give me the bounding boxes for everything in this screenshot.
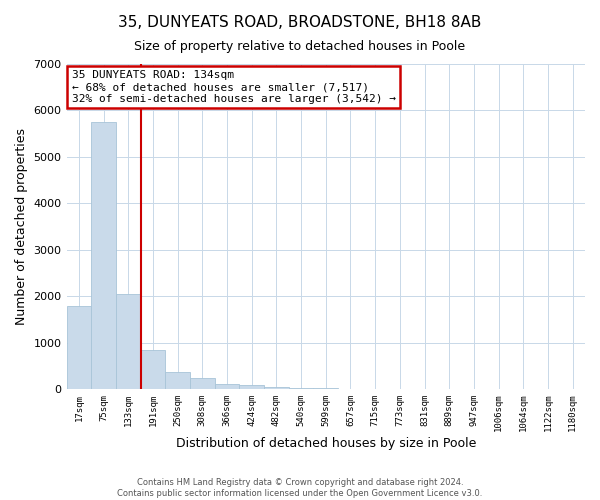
Bar [116,294,140,389]
Bar [289,388,313,389]
Text: 35, DUNYEATS ROAD, BROADSTONE, BH18 8AB: 35, DUNYEATS ROAD, BROADSTONE, BH18 8AB [118,15,482,30]
Bar [165,372,190,389]
Text: Size of property relative to detached houses in Poole: Size of property relative to detached ho… [134,40,466,53]
Y-axis label: Number of detached properties: Number of detached properties [15,128,28,325]
X-axis label: Distribution of detached houses by size in Poole: Distribution of detached houses by size … [176,437,476,450]
Bar [91,122,116,389]
Bar [215,384,239,389]
Text: 35 DUNYEATS ROAD: 134sqm
← 68% of detached houses are smaller (7,517)
32% of sem: 35 DUNYEATS ROAD: 134sqm ← 68% of detach… [72,70,396,104]
Bar [67,306,91,389]
Bar [140,350,165,389]
Text: Contains HM Land Registry data © Crown copyright and database right 2024.
Contai: Contains HM Land Registry data © Crown c… [118,478,482,498]
Bar [264,388,289,389]
Bar [190,378,215,389]
Bar [239,385,264,389]
